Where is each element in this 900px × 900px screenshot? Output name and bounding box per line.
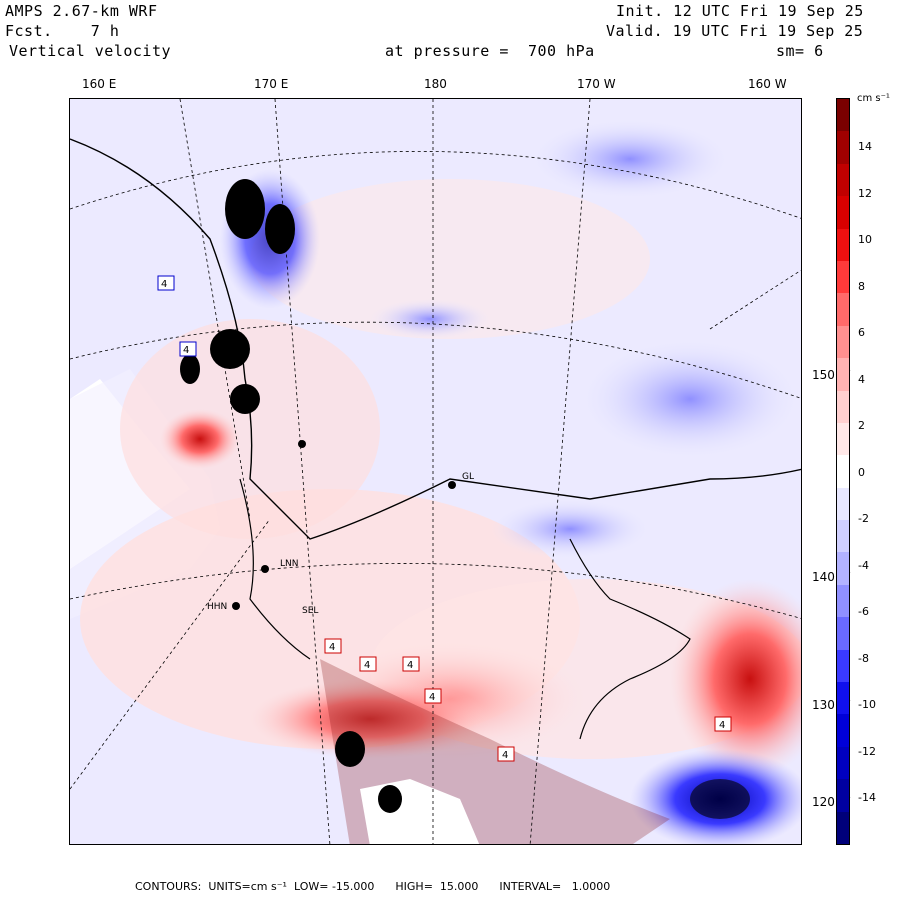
colorbar-segment (837, 487, 849, 521)
svg-text:4: 4 (183, 345, 189, 356)
colorbar-tick-label: -6 (858, 605, 869, 618)
svg-text:4: 4 (329, 642, 335, 653)
colorbar-tick-label: -2 (858, 512, 869, 525)
colorbar-segment (837, 358, 849, 391)
colorbar-segment (837, 746, 849, 780)
colorbar-segment (837, 552, 849, 585)
colorbar-tick-label: -10 (858, 698, 876, 711)
colorbar-segment (837, 649, 849, 683)
init-time: Init. 12 UTC Fri 19 Sep 25 (616, 2, 864, 20)
lon-label-170e: 170 E (254, 77, 289, 91)
colorbar-tick-label: -4 (858, 558, 869, 572)
updraft-core-east (670, 579, 801, 779)
colorbar-segment (837, 422, 849, 456)
lon-label-180: 180 (424, 77, 447, 91)
colorbar-segment (837, 714, 849, 747)
colorbar-segment (837, 682, 849, 715)
colorbar-tick-label: 2 (858, 419, 865, 432)
colorbar-tick-label: 4 (858, 372, 865, 386)
colorbar-segment (837, 390, 849, 423)
colorbar-tick-label: -8 (858, 651, 869, 665)
svg-text:4: 4 (364, 660, 370, 671)
colorbar-tick-label: 0 (858, 465, 865, 479)
colorbar-segment (837, 325, 849, 359)
station-gl (448, 481, 456, 489)
svg-text:4: 4 (407, 660, 413, 671)
colorbar-segment (837, 260, 849, 294)
contour-info: CONTOURS: UNITS=cm s⁻¹ LOW= -15.000 HIGH… (135, 880, 611, 893)
colorbar (836, 98, 850, 845)
colorbar-tick-label: 14 (858, 140, 872, 153)
colorbar-tick-label: 10 (858, 233, 872, 246)
site-label-lnn: LNN (280, 559, 299, 569)
colorbar-segment (837, 455, 849, 488)
valid-time: Valid. 19 UTC Fri 19 Sep 25 (606, 22, 864, 40)
smoothing: sm= 6 (776, 42, 824, 60)
site-label-sel: SEL (302, 606, 319, 616)
colorbar-segment (837, 131, 849, 164)
colorbar-segment (837, 228, 849, 261)
mountain-terrain (180, 179, 750, 819)
colorbar-tick-label: -12 (858, 744, 876, 758)
colorbar-segment (837, 779, 849, 812)
svg-text:4: 4 (502, 750, 508, 761)
svg-text:4: 4 (429, 692, 435, 703)
vertical-velocity-map: 4 4 4 4 4 4 4 4 GL LNN HHN SEL (69, 98, 802, 845)
coastline (70, 138, 801, 540)
station-lnn (261, 565, 269, 573)
pressure-level: at pressure = 700 hPa (385, 42, 595, 60)
colorbar-units: cm s⁻¹ (857, 93, 890, 104)
svg-text:4: 4 (719, 720, 725, 731)
colorbar-segment (837, 163, 849, 197)
colorbar-tick-label: 12 (858, 186, 872, 200)
station-hhn (232, 602, 240, 610)
site-label-hhn: HHN (207, 602, 228, 612)
colorbar-segment (837, 99, 849, 132)
colorbar-segment (837, 811, 849, 844)
lon-label-160e: 160 E (82, 77, 117, 91)
max-min-labels: 4 4 4 4 4 4 4 4 (157, 275, 732, 762)
station-markers (232, 440, 456, 610)
lon-label-160w: 160 W (748, 77, 787, 91)
forecast-hour: Fcst. 7 h (5, 22, 120, 40)
colorbar-segment (837, 520, 849, 553)
site-label-gl: GL (462, 472, 474, 482)
model-title: AMPS 2.67-km WRF (5, 2, 158, 20)
colorbar-segment (837, 196, 849, 229)
colorbar-segment (837, 617, 849, 650)
colorbar-segment (837, 584, 849, 618)
colorbar-tick-label: 6 (858, 326, 865, 339)
graticule (70, 99, 801, 844)
colorbar-tick-label: -14 (858, 791, 876, 804)
map-svg: 4 4 4 4 4 4 4 4 (70, 99, 801, 844)
lon-label-170w: 170 W (577, 77, 616, 91)
colorbar-tick-label: 8 (858, 279, 865, 293)
field-name: Vertical velocity (9, 42, 172, 60)
svg-text:4: 4 (161, 279, 167, 290)
colorbar-segment (837, 293, 849, 326)
